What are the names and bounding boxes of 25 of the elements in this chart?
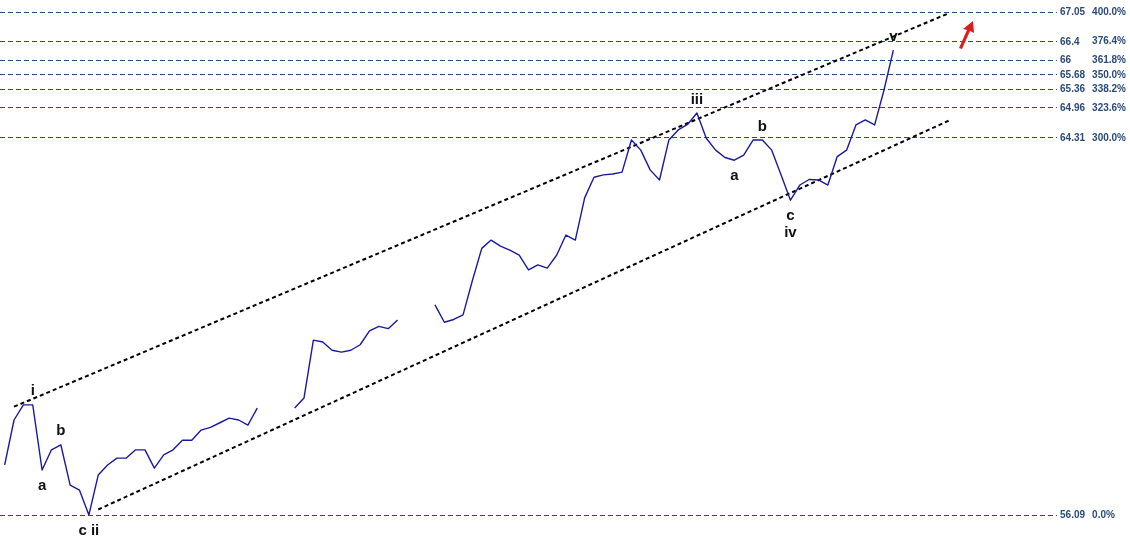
y-tick-label: 66 xyxy=(1060,53,1072,65)
y-tick-label: 56.09 xyxy=(1060,508,1086,520)
data-label: c ii xyxy=(78,520,100,538)
data-label: b xyxy=(56,421,66,439)
data-label: c iv xyxy=(784,205,798,240)
data-label: b xyxy=(757,116,767,134)
y-tick-label: 65.68 xyxy=(1060,68,1086,80)
y-tick-label: 67.05 xyxy=(1060,5,1086,17)
y-tick-label: 65.36 xyxy=(1060,83,1086,95)
y2-tick-label: 350.0% xyxy=(1092,68,1127,80)
y2-tick-label: 300.0% xyxy=(1092,131,1127,143)
data-label: iii xyxy=(690,89,704,107)
y-tick-label: 64.96 xyxy=(1060,101,1086,113)
y2-tick-label: 323.6% xyxy=(1092,101,1127,113)
y-tick-label: 66.4 xyxy=(1060,35,1080,47)
data-label: a xyxy=(730,165,740,183)
y2-tick-label: 0.0% xyxy=(1092,508,1115,520)
y2-tick-label: 338.2% xyxy=(1092,83,1127,95)
y-tick-label: 64.31 xyxy=(1060,131,1086,143)
data-label: a xyxy=(37,475,47,493)
y2-tick-label: 361.8% xyxy=(1092,53,1127,65)
y2-tick-label: 376.4% xyxy=(1092,35,1127,47)
data-label: i xyxy=(30,381,35,399)
data-label: v xyxy=(889,26,899,44)
y2-tick-label: 400.0% xyxy=(1092,5,1127,17)
